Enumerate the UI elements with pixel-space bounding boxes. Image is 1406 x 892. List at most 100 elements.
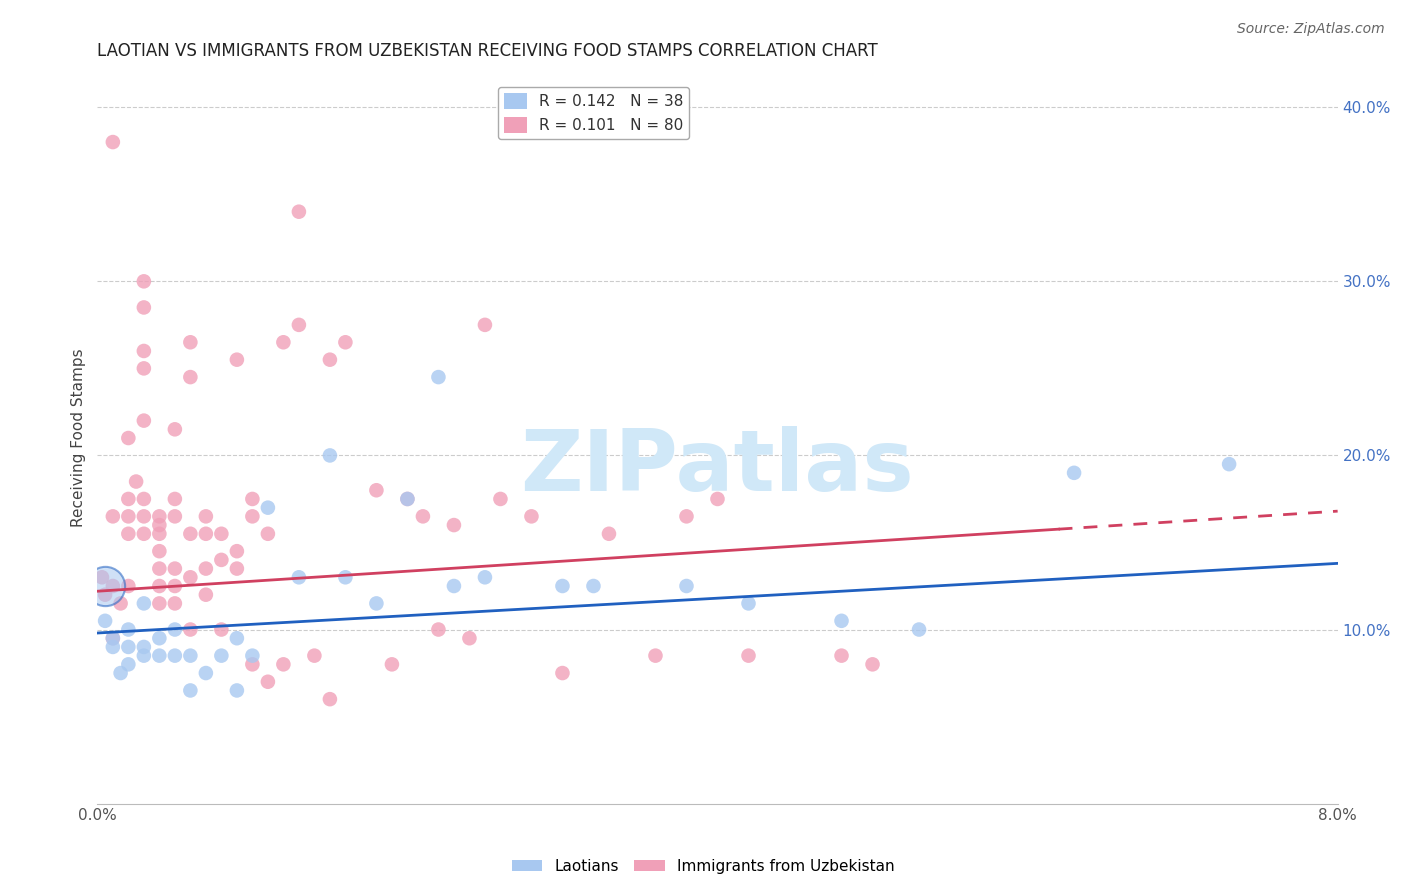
Point <box>132 648 155 663</box>
Point <box>132 596 155 610</box>
Point <box>117 579 139 593</box>
Point <box>737 596 759 610</box>
Point <box>101 579 124 593</box>
Point <box>225 544 247 558</box>
Point <box>551 579 574 593</box>
Text: ZIPatlas: ZIPatlas <box>520 425 914 508</box>
Point <box>117 657 139 672</box>
Point <box>474 318 496 332</box>
Point <box>225 352 247 367</box>
Point <box>148 579 170 593</box>
Point <box>179 648 201 663</box>
Point <box>242 509 264 524</box>
Point <box>225 632 247 646</box>
Point <box>91 570 114 584</box>
Point <box>179 526 201 541</box>
Point <box>257 526 280 541</box>
Point <box>117 491 139 506</box>
Point <box>117 509 139 524</box>
Point <box>110 596 132 610</box>
Point <box>117 526 139 541</box>
Point <box>94 579 117 593</box>
Point <box>163 491 186 506</box>
Point <box>132 361 155 376</box>
Point <box>132 343 155 358</box>
Legend: R = 0.142   N = 38, R = 0.101   N = 80: R = 0.142 N = 38, R = 0.101 N = 80 <box>498 87 689 139</box>
Point <box>194 526 217 541</box>
Point <box>148 544 170 558</box>
Point <box>101 632 124 646</box>
Point <box>132 509 155 524</box>
Point <box>125 475 148 489</box>
Point <box>288 204 311 219</box>
Point <box>179 335 201 350</box>
Point <box>582 579 605 593</box>
Point <box>242 491 264 506</box>
Point <box>1218 457 1240 471</box>
Point <box>443 518 465 533</box>
Point <box>163 648 186 663</box>
Point <box>117 623 139 637</box>
Text: Source: ZipAtlas.com: Source: ZipAtlas.com <box>1237 22 1385 37</box>
Point <box>132 414 155 428</box>
Point <box>194 561 217 575</box>
Point <box>598 526 620 541</box>
Point <box>225 683 247 698</box>
Point <box>304 648 326 663</box>
Point <box>675 509 697 524</box>
Point <box>209 526 232 541</box>
Point <box>117 431 139 445</box>
Point <box>194 509 217 524</box>
Point <box>427 370 450 384</box>
Point <box>319 352 342 367</box>
Point <box>163 596 186 610</box>
Point <box>209 623 232 637</box>
Point <box>132 274 155 288</box>
Point <box>489 491 512 506</box>
Point <box>94 588 117 602</box>
Point <box>458 632 481 646</box>
Point <box>288 318 311 332</box>
Point <box>101 632 124 646</box>
Point <box>831 614 853 628</box>
Point <box>551 666 574 681</box>
Point <box>366 483 388 498</box>
Point <box>443 579 465 593</box>
Point <box>319 449 342 463</box>
Legend: Laotians, Immigrants from Uzbekistan: Laotians, Immigrants from Uzbekistan <box>505 853 901 880</box>
Point <box>194 666 217 681</box>
Point <box>132 526 155 541</box>
Point <box>132 640 155 654</box>
Point <box>101 509 124 524</box>
Point <box>163 579 186 593</box>
Point <box>288 570 311 584</box>
Point <box>257 674 280 689</box>
Point <box>110 666 132 681</box>
Point <box>675 579 697 593</box>
Point <box>148 561 170 575</box>
Point <box>194 588 217 602</box>
Point <box>148 648 170 663</box>
Point <box>319 692 342 706</box>
Point <box>366 596 388 610</box>
Point <box>1063 466 1085 480</box>
Point <box>101 640 124 654</box>
Point <box>209 648 232 663</box>
Point <box>148 526 170 541</box>
Point <box>273 335 295 350</box>
Point <box>132 301 155 315</box>
Point <box>148 518 170 533</box>
Text: LAOTIAN VS IMMIGRANTS FROM UZBEKISTAN RECEIVING FOOD STAMPS CORRELATION CHART: LAOTIAN VS IMMIGRANTS FROM UZBEKISTAN RE… <box>97 42 879 60</box>
Point <box>335 335 357 350</box>
Point <box>163 422 186 436</box>
Point <box>908 623 931 637</box>
Point <box>163 561 186 575</box>
Point <box>148 632 170 646</box>
Point <box>381 657 404 672</box>
Point <box>163 509 186 524</box>
Point <box>520 509 543 524</box>
Point <box>179 683 201 698</box>
Point <box>831 648 853 663</box>
Point <box>179 570 201 584</box>
Point <box>273 657 295 672</box>
